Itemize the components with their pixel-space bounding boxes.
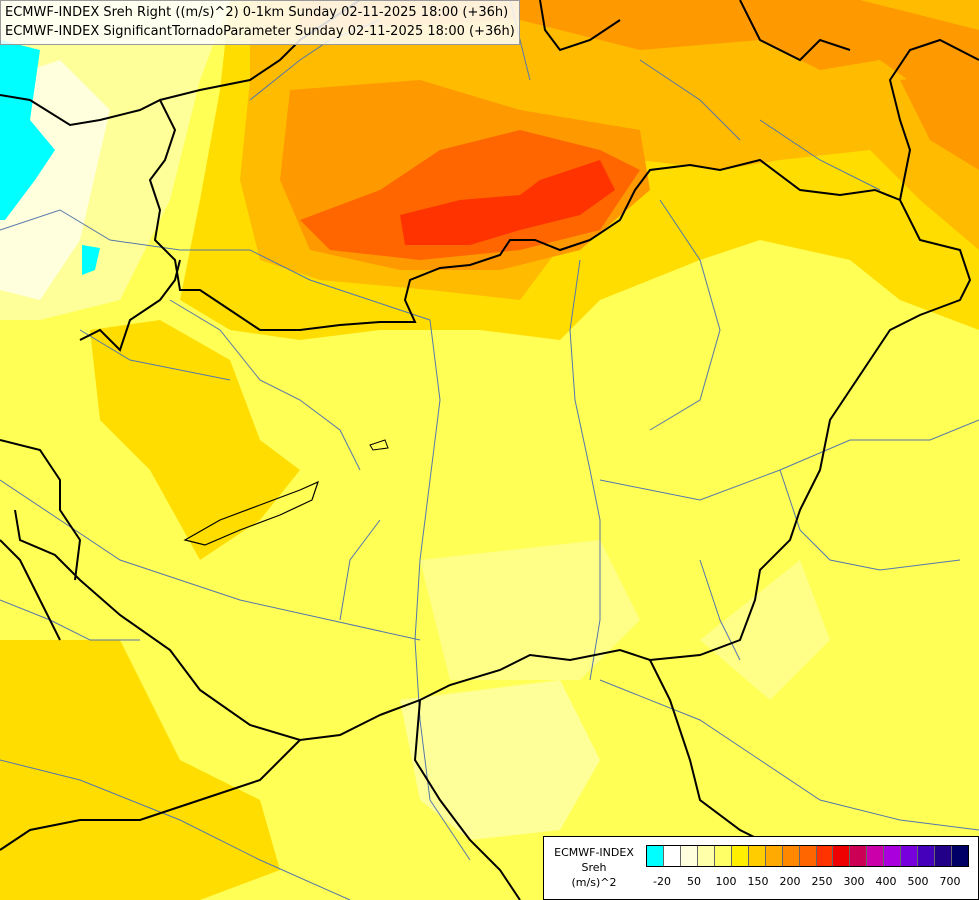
field-cyan-1	[0, 40, 55, 220]
legend-swatch	[765, 846, 783, 866]
legend-tick-label: 400	[875, 875, 897, 888]
title-line-2: ECMWF-INDEX SignificantTornadoParameter …	[5, 24, 515, 39]
legend-tick-label: 50	[687, 875, 701, 888]
field-cyan-2	[82, 245, 100, 275]
title-line-1: ECMWF-INDEX Sreh Right ((m/s)^2) 0-1km S…	[5, 5, 509, 20]
field-red	[400, 160, 615, 245]
lake-small	[369, 439, 389, 451]
legend-tick-label: 100	[715, 875, 737, 888]
legend-swatch	[714, 846, 732, 866]
legend-swatch	[799, 846, 817, 866]
legend-swatch	[867, 846, 885, 866]
legend-swatch	[850, 846, 868, 866]
legend-swatch	[697, 846, 715, 866]
legend-param: Sreh	[581, 861, 607, 874]
map-title: ECMWF-INDEX Sreh Right ((m/s)^2) 0-1km S…	[0, 0, 520, 45]
legend-model: ECMWF-INDEX	[554, 846, 634, 859]
legend-tick-label: 500	[907, 875, 929, 888]
legend-swatch	[901, 846, 919, 866]
legend-swatch	[952, 846, 969, 866]
legend-swatch	[918, 846, 936, 866]
legend-swatch	[935, 846, 953, 866]
color-legend: ECMWF-INDEX Sreh (m/s)^2 -20 50 100 150 200 2…	[543, 836, 979, 900]
legend-swatch	[816, 846, 834, 866]
legend-tick-label: 200	[779, 875, 801, 888]
legend-swatch	[884, 846, 902, 866]
legend-tick-label: 150	[747, 875, 769, 888]
legend-color-bar	[646, 845, 969, 867]
legend-swatch	[748, 846, 766, 866]
field-gold-west	[90, 320, 300, 560]
legend-swatch	[663, 846, 681, 866]
legend-labels: ECMWF-INDEX Sreh (m/s)^2	[546, 845, 642, 890]
field-pale-east	[700, 560, 830, 700]
legend-tick-label: -20	[653, 875, 671, 888]
legend-swatch	[782, 846, 800, 866]
legend-unit: (m/s)^2	[571, 876, 617, 889]
field-orange	[300, 0, 979, 140]
lake	[183, 480, 319, 546]
legend-swatch	[647, 846, 664, 866]
legend-tick-label: 300	[843, 875, 865, 888]
legend-swatch	[680, 846, 698, 866]
legend-swatch	[731, 846, 749, 866]
legend-tick-label: 700	[939, 875, 961, 888]
field-orange-east	[900, 70, 979, 170]
field-pale-center	[420, 540, 640, 680]
field-orange-dark	[300, 130, 640, 260]
field-pale-south	[400, 680, 600, 840]
legend-swatch	[833, 846, 851, 866]
legend-tick-label: 250	[811, 875, 833, 888]
